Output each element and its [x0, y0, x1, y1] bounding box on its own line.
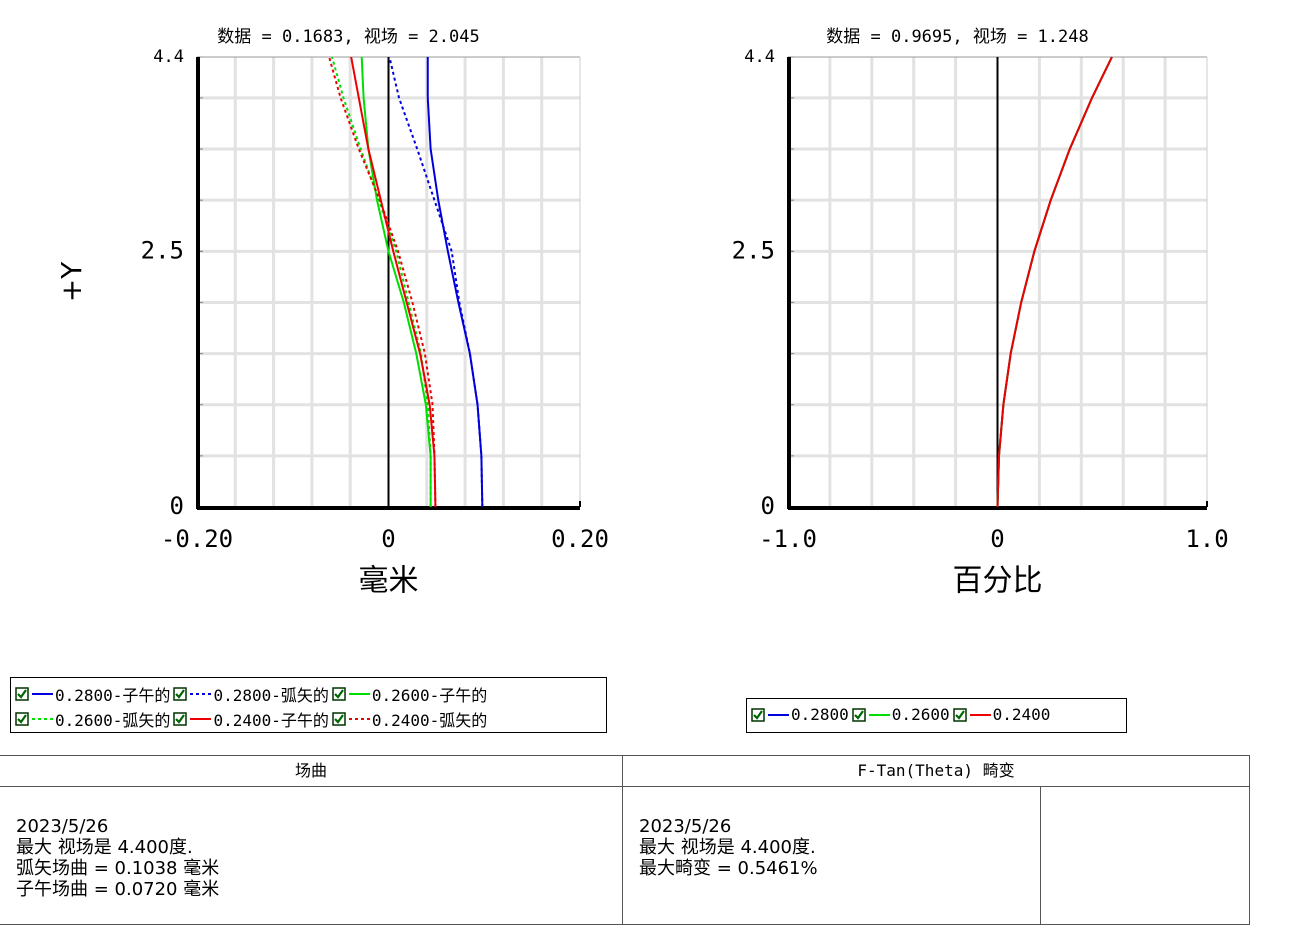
- series-line: [350, 56, 437, 508]
- legend-label: 0.2800-子午的: [55, 685, 171, 705]
- table-header: 场曲: [0, 756, 623, 787]
- check: [334, 713, 344, 724]
- legend-label: 0.2600-弧矢的: [55, 710, 171, 730]
- series-line: [996, 56, 1113, 508]
- y-tick-label: 4.4: [153, 47, 184, 67]
- legend-icon: [332, 686, 370, 701]
- x-axis-label: 毫米: [359, 564, 419, 599]
- legend-entry: 0.2800: [751, 702, 849, 727]
- legend-entry: 0.2400-子午的: [173, 706, 329, 731]
- legend-entry: 0.2400-弧矢的: [332, 706, 487, 731]
- check: [175, 688, 186, 699]
- x-tick-label: 1.0: [1185, 525, 1228, 553]
- legend-icon: [15, 686, 53, 701]
- info-line: 最大 视场是 4.400度.: [16, 837, 193, 858]
- check: [753, 709, 763, 720]
- chart-title: 数据 = 0.9695, 视场 = 1.248: [826, 27, 1088, 47]
- legend-icon: [952, 707, 991, 722]
- legend-label: 0.2400-子午的: [213, 710, 329, 730]
- table-cell: 2023/5/26 最大 视场是 4.400度. 最大畸变 = 0.5461%: [623, 786, 1041, 924]
- check: [175, 713, 186, 724]
- y-tick-label: 0: [170, 492, 184, 520]
- series-line: [328, 56, 437, 508]
- legend-entry: 0.2400: [952, 702, 1051, 727]
- x-tick-label: 0: [381, 525, 395, 553]
- table-cell: 2023/5/26 最大 视场是 4.400度. 弧矢场曲 = 0.1038 毫米子…: [0, 786, 623, 924]
- info-line: 最大畸变 = 0.5461%: [639, 858, 818, 879]
- series-line: [360, 56, 432, 507]
- x-tick-label: -1.0: [759, 525, 817, 553]
- legend-icon: [332, 711, 370, 726]
- x-axis-label: 百分比: [953, 564, 1043, 599]
- legend-label: 0.2400-弧矢的: [371, 710, 488, 730]
- legend-icon: [173, 711, 212, 726]
- check: [17, 713, 27, 724]
- info-line: 2023/5/26: [639, 816, 732, 837]
- legend-label: 0.2600: [891, 705, 950, 724]
- y-tick-label: 2.5: [141, 236, 184, 264]
- legend-icon: [751, 707, 789, 722]
- info-line: 2023/5/26: [16, 816, 109, 837]
- check: [17, 688, 27, 699]
- legend-entry: 0.2600-子午的: [332, 681, 487, 706]
- legend-icon: [15, 711, 53, 726]
- legend: 0.2800-子午的 0.2800-弧矢的 0.2600-子午的 0.2600-弧矢的…: [10, 677, 607, 733]
- check: [854, 709, 864, 720]
- chart-title: 数据 = 0.1683, 视场 = 2.045: [217, 27, 479, 47]
- y-tick-label: 0: [761, 492, 775, 520]
- y-tick-label: 4.4: [744, 47, 775, 67]
- legend-icon: [852, 707, 890, 722]
- check: [954, 709, 965, 720]
- legend-entry: 0.2600-弧矢的: [15, 706, 170, 731]
- legend-label: 0.2600-子午的: [371, 685, 488, 705]
- legend-label: 0.2800-弧矢的: [213, 685, 329, 705]
- table-header: F-Tan(Theta) 畸变: [623, 756, 1249, 787]
- legend: 0.2800 0.2600 0.2400: [746, 698, 1127, 733]
- y-tick-label: 2.5: [732, 236, 775, 264]
- info-line: 弧矢场曲 = 0.1038 毫米: [16, 858, 220, 879]
- legend-entry: 0.2800-子午的: [15, 681, 170, 706]
- info-line: 最大 视场是 4.400度.: [639, 837, 816, 858]
- legend-label: 0.2400: [992, 705, 1051, 724]
- check: [334, 688, 344, 699]
- x-tick-label: 0.20: [551, 525, 609, 553]
- series-line: [426, 57, 484, 508]
- x-tick-label: -0.20: [161, 525, 233, 553]
- y-axis-label: +Y: [55, 261, 88, 302]
- info-table: 场曲 F-Tan(Theta) 畸变 2023/5/26 最大 视场是 4.400…: [0, 755, 1250, 925]
- x-tick-label: 0: [990, 525, 1004, 553]
- legend-entry: 0.2600: [852, 702, 950, 727]
- legend-entry: 0.2800-弧矢的: [173, 681, 329, 706]
- info-line: 子午场曲 = 0.0720 毫米: [16, 879, 220, 900]
- legend-icon: [173, 686, 212, 701]
- legend-label: 0.2800: [791, 705, 849, 724]
